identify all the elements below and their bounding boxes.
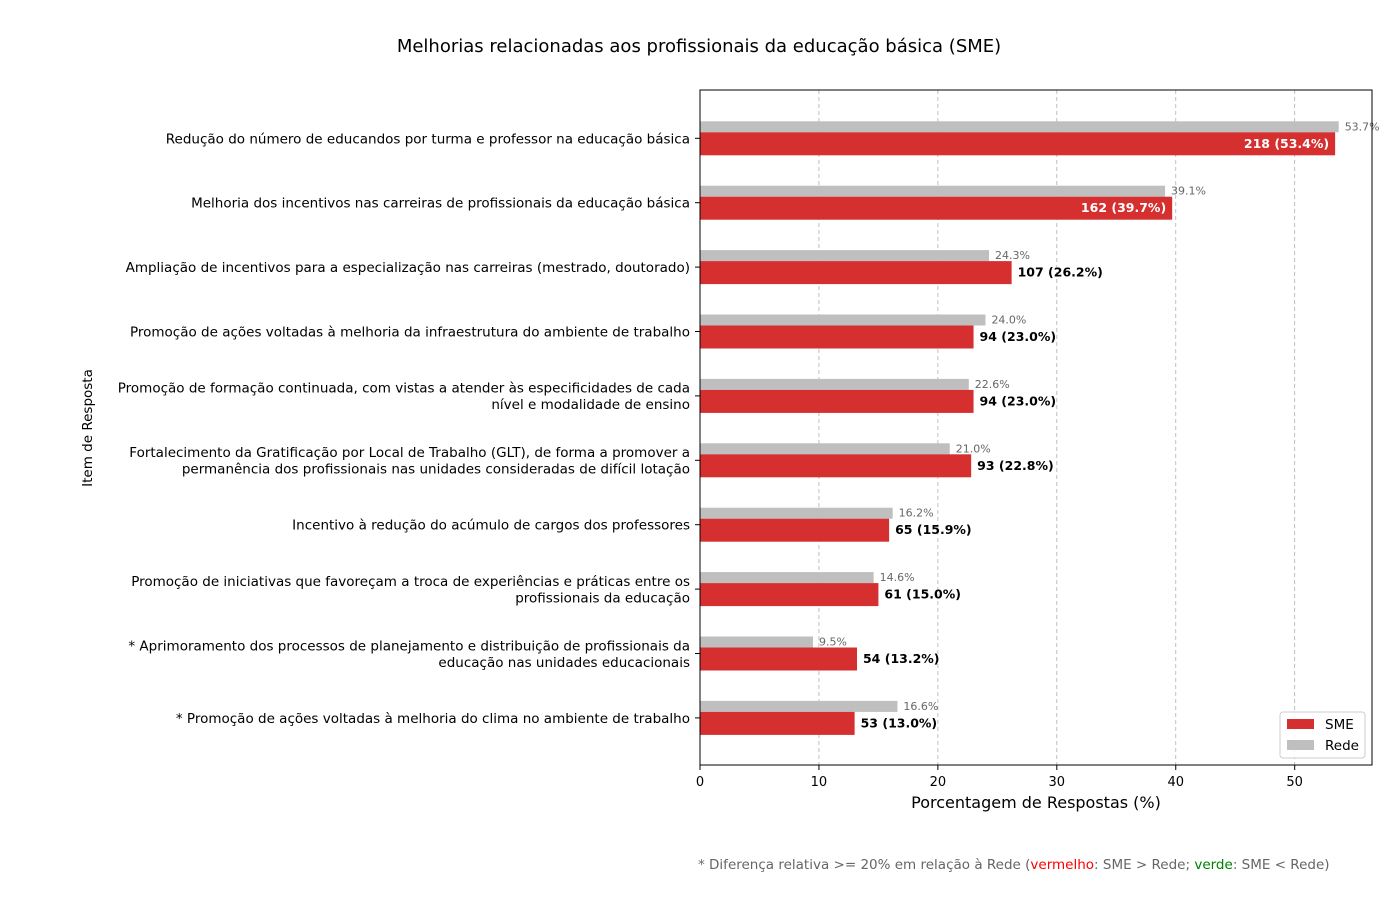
bar-sme: [700, 647, 857, 671]
y-tick-label: Promoção de ações voltadas à melhoria da…: [130, 325, 690, 341]
bar-label-sme: 107 (26.2%): [1018, 265, 1103, 280]
bar-label-rede: 9.5%: [819, 636, 847, 649]
y-tick-label: Fortalecimento da Gratificação por Local…: [129, 445, 690, 478]
bars: [700, 121, 1339, 735]
x-axis-label: Porcentagem de Respostas (%): [911, 793, 1161, 812]
footnote-suffix: : SME < Rede): [1232, 857, 1330, 873]
legend-swatch-rede: [1287, 740, 1314, 750]
y-tick-label: Promoção de iniciativas que favoreçam a …: [131, 574, 690, 607]
bar-label-sme: 94 (23.0%): [980, 393, 1057, 408]
y-tick-label: Melhoria dos incentivos nas carreiras de…: [191, 196, 690, 212]
plot-frame: [699, 89, 1373, 766]
y-tick-label: Incentivo à redução do acúmulo de cargos…: [292, 518, 690, 534]
bar-rede: [700, 700, 898, 712]
bar-label-rede: 39.1%: [1171, 185, 1206, 198]
bar-label-sme: 65 (15.9%): [895, 522, 972, 537]
footnote-prefix: * Diferença relativa >= 20% em relação à…: [698, 857, 1031, 873]
y-tick-label: * Promoção de ações voltadas à melhoria …: [176, 711, 690, 727]
bar-sme: [700, 132, 1336, 156]
bar-sme: [700, 325, 974, 349]
legend-label-sme: SME: [1325, 717, 1354, 733]
legend-label-rede: Rede: [1325, 738, 1359, 754]
bar-label-sme: 162 (39.7%): [1081, 200, 1166, 215]
bar-value-labels: 53.7% 218 (53.4%) 39.1% 162 (39.7%) 24.3% 107…: [819, 120, 1380, 730]
x-axis-ticks: 0 10 20 30 40 50: [696, 765, 1303, 790]
x-tick-label: 20: [930, 775, 947, 790]
y-tick-label: Promoção de formação continuada, com vis…: [118, 381, 690, 414]
y-axis-ticks: Redução do número de educandos por turma…: [118, 131, 700, 727]
x-tick-label: 50: [1286, 775, 1303, 790]
bar-sme: [700, 583, 879, 607]
bar-label-sme: 61 (15.0%): [884, 587, 961, 602]
bar-label-sme: 218 (53.4%): [1244, 136, 1329, 151]
bar-label-sme: 53 (13.0%): [861, 715, 938, 730]
bar-label-rede: 53.7%: [1345, 120, 1380, 133]
bar-rede: [700, 572, 874, 584]
y-axis-label: Item de Resposta: [80, 369, 96, 487]
bar-rede: [700, 507, 893, 519]
bar-rede: [700, 378, 969, 390]
bar-label-rede: 16.2%: [899, 507, 934, 520]
bar-sme: [700, 389, 974, 413]
y-tick-label: * Aprimoramento dos processos de planeja…: [128, 638, 690, 671]
bar-label-sme: 93 (22.8%): [977, 458, 1054, 473]
legend-swatch-sme: [1287, 719, 1314, 729]
y-tick-label: Redução do número de educandos por turma…: [166, 131, 690, 147]
bar-sme: [700, 454, 972, 478]
bar-rede: [700, 636, 813, 648]
footnote-green-word: verde: [1194, 857, 1233, 873]
bar-rede: [700, 314, 986, 326]
footnote-middle: : SME > Rede;: [1094, 857, 1195, 873]
bar-rede: [700, 250, 990, 262]
bar-label-sme: 94 (23.0%): [980, 329, 1057, 344]
bar-rede: [700, 185, 1166, 197]
bar-label-rede: 22.6%: [975, 378, 1010, 391]
y-tick-label: Ampliação de incentivos para a especiali…: [126, 260, 690, 276]
x-tick-label: 40: [1167, 775, 1184, 790]
bar-sme: [700, 711, 855, 735]
bar-label-rede: 24.0%: [991, 314, 1026, 327]
bar-rede: [700, 443, 950, 455]
bar-sme: [700, 518, 890, 542]
bar-rede: [700, 121, 1339, 133]
bar-sme: [700, 196, 1173, 220]
footnote-red-word: vermelho: [1030, 857, 1095, 873]
bar-sme: [700, 261, 1012, 285]
chart-title: Melhorias relacionadas aos profissionais…: [397, 36, 1001, 57]
x-tick-label: 10: [811, 775, 828, 790]
x-tick-label: 0: [696, 775, 704, 790]
bar-label-sme: 54 (13.2%): [863, 651, 940, 666]
bar-label-rede: 14.6%: [880, 571, 915, 584]
bar-label-rede: 16.6%: [903, 700, 938, 713]
legend: SME Rede: [1279, 711, 1366, 759]
x-tick-label: 30: [1049, 775, 1066, 790]
footnote: * Diferença relativa >= 20% em relação à…: [698, 857, 1330, 873]
bar-label-rede: 21.0%: [956, 442, 991, 455]
bar-label-rede: 24.3%: [995, 249, 1030, 262]
